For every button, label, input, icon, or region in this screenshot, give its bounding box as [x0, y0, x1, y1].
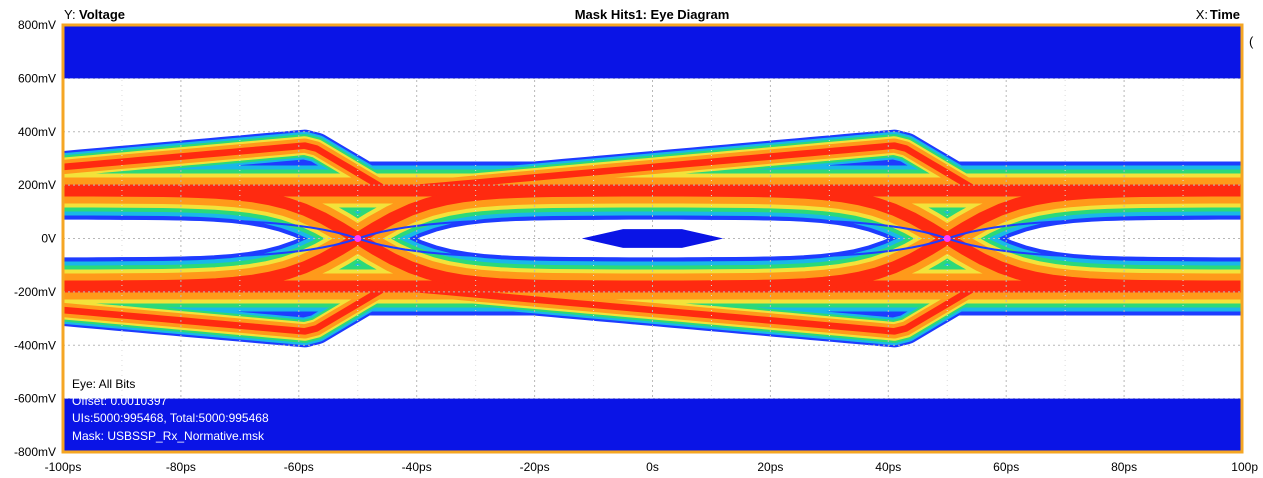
uis-info-text: UIs:5000:995468, Total:5000:995468 — [72, 411, 269, 425]
mask-region-bottom — [63, 398, 1242, 452]
y-tick-label: -200mV — [14, 285, 56, 299]
x-tick-label: -40ps — [402, 460, 432, 474]
eye-info-text: Eye: All Bits — [72, 377, 135, 391]
mask-region-center — [581, 229, 724, 248]
y-tick-label: 800mV — [18, 18, 56, 32]
y-tick-label: -600mV — [14, 392, 56, 406]
y-tick-label: 200mV — [18, 178, 56, 192]
y-axis-prefix: Y: — [64, 7, 76, 22]
eye-trace-band — [386, 283, 979, 335]
x-axis-prefix: X: — [1196, 7, 1208, 22]
eye-trace-band — [63, 142, 389, 194]
eye-trace-band — [386, 142, 979, 194]
eye-trace-band — [63, 283, 389, 335]
x-tick-label: 100p — [1231, 460, 1258, 474]
x-tick-label: 40ps — [875, 460, 901, 474]
plot-frame — [61, 23, 1244, 454]
y-axis-title: Voltage — [79, 7, 125, 22]
crossing-point-marker — [354, 235, 362, 242]
y-tick-label: 600mV — [18, 71, 56, 85]
x-tick-label: -60ps — [284, 460, 314, 474]
x-tick-label: 80ps — [1111, 460, 1137, 474]
offset-info-text: Offset: 0.0010397 — [72, 394, 168, 408]
plot-area — [61, 23, 1244, 454]
chart-title: Mask Hits1: Eye Diagram — [575, 7, 730, 22]
y-tick-label: 400mV — [18, 125, 56, 139]
x-tick-label: -100ps — [45, 460, 82, 474]
y-tick-label: -800mV — [14, 445, 56, 459]
x-tick-label: 20ps — [757, 460, 783, 474]
y-tick-label: 0V — [41, 232, 56, 246]
mask-region-top — [63, 25, 1242, 79]
x-tick-label: -80ps — [166, 460, 196, 474]
axis-labels: 800mV 600mV 400mV 200mV 0V -200mV -400mV -600mV… — [14, 18, 1258, 474]
crossing-point-marker — [943, 235, 951, 242]
x-tick-label: -20ps — [520, 460, 550, 474]
mask-info-text: Mask: USBSSP_Rx_Normative.msk — [72, 429, 265, 443]
x-tick-label: 0s — [646, 460, 659, 474]
x-tick-label: 60ps — [993, 460, 1019, 474]
y-tick-label: -400mV — [14, 338, 56, 352]
x-axis-title: Time — [1210, 7, 1240, 22]
expand-handle-icon[interactable]: ( — [1249, 34, 1254, 49]
